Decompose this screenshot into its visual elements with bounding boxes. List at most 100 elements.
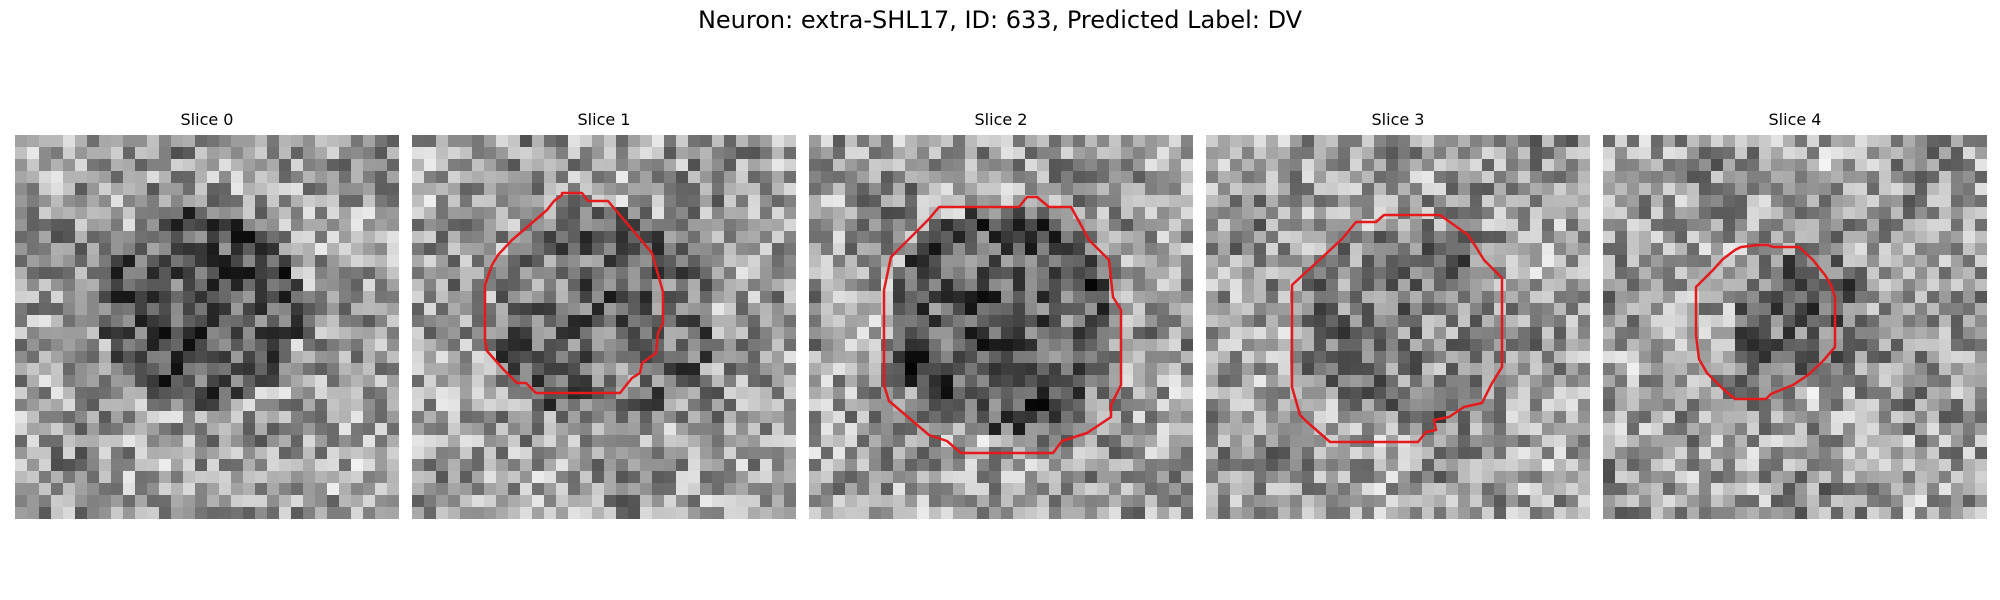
image-pixel: [387, 375, 399, 387]
image-pixel: [1566, 303, 1578, 315]
image-pixel: [496, 195, 508, 207]
image-pixel: [1422, 387, 1434, 399]
image-pixel: [1278, 471, 1290, 483]
image-pixel: [1037, 171, 1049, 183]
image-pixel: [700, 387, 712, 399]
image-pixel: [1963, 207, 1975, 219]
image-pixel: [1157, 363, 1169, 375]
image-pixel: [1627, 315, 1639, 327]
image-pixel: [893, 459, 905, 471]
image-pixel: [1482, 231, 1494, 243]
image-pixel: [1939, 447, 1951, 459]
image-pixel: [724, 351, 736, 363]
image-pixel: [1855, 375, 1867, 387]
image-pixel: [869, 243, 881, 255]
image-pixel: [1362, 183, 1374, 195]
image-pixel: [1554, 183, 1566, 195]
image-pixel: [881, 159, 893, 171]
image-pixel: [207, 387, 219, 399]
image-pixel: [1735, 171, 1747, 183]
image-pixel: [159, 435, 171, 447]
image-pixel: [339, 483, 351, 495]
image-pixel: [243, 327, 255, 339]
image-pixel: [1482, 243, 1494, 255]
image-pixel: [231, 339, 243, 351]
image-pixel: [977, 195, 989, 207]
image-pixel: [604, 327, 616, 339]
image-pixel: [1639, 423, 1651, 435]
image-pixel: [1603, 135, 1615, 147]
image-pixel: [123, 363, 135, 375]
image-pixel: [748, 195, 760, 207]
image-pixel: [1302, 207, 1314, 219]
image-pixel: [1470, 147, 1482, 159]
image-pixel: [1506, 423, 1518, 435]
image-pixel: [784, 183, 796, 195]
image-pixel: [688, 507, 700, 519]
image-pixel: [1242, 147, 1254, 159]
image-pixel: [1230, 279, 1242, 291]
image-pixel: [604, 375, 616, 387]
image-pixel: [688, 291, 700, 303]
image-pixel: [1759, 291, 1771, 303]
image-pixel: [1422, 303, 1434, 315]
image-pixel: [147, 399, 159, 411]
image-pixel: [1639, 435, 1651, 447]
image-pixel: [616, 195, 628, 207]
image-pixel: [1025, 423, 1037, 435]
image-pixel: [712, 147, 724, 159]
image-pixel: [1037, 375, 1049, 387]
image-pixel: [784, 387, 796, 399]
image-pixel: [412, 315, 424, 327]
image-pixel: [1867, 207, 1879, 219]
image-pixel: [556, 267, 568, 279]
image-pixel: [941, 267, 953, 279]
image-pixel: [652, 147, 664, 159]
image-pixel: [1458, 387, 1470, 399]
image-pixel: [159, 195, 171, 207]
image-pixel: [1013, 363, 1025, 375]
image-pixel: [183, 255, 195, 267]
image-pixel: [424, 315, 436, 327]
image-pixel: [207, 267, 219, 279]
image-pixel: [1603, 303, 1615, 315]
image-pixel: [135, 435, 147, 447]
image-pixel: [1687, 423, 1699, 435]
image-pixel: [821, 375, 833, 387]
image-pixel: [544, 411, 556, 423]
image-pixel: [941, 339, 953, 351]
image-pixel: [303, 147, 315, 159]
image-pixel: [39, 471, 51, 483]
image-pixel: [833, 315, 845, 327]
image-pixel: [1915, 327, 1927, 339]
image-pixel: [1085, 159, 1097, 171]
image-pixel: [989, 219, 1001, 231]
image-pixel: [255, 375, 267, 387]
image-pixel: [580, 495, 592, 507]
image-pixel: [207, 327, 219, 339]
image-pixel: [171, 231, 183, 243]
image-pixel: [953, 423, 965, 435]
image-pixel: [1963, 423, 1975, 435]
image-pixel: [111, 423, 123, 435]
image-pixel: [1350, 291, 1362, 303]
image-pixel: [592, 231, 604, 243]
image-pixel: [568, 231, 580, 243]
image-pixel: [1290, 183, 1302, 195]
image-pixel: [1278, 207, 1290, 219]
image-pixel: [1578, 483, 1590, 495]
image-pixel: [484, 327, 496, 339]
image-pixel: [833, 411, 845, 423]
image-pixel: [1735, 363, 1747, 375]
image-pixel: [1350, 387, 1362, 399]
image-pixel: [1939, 411, 1951, 423]
image-pixel: [592, 135, 604, 147]
image-pixel: [1398, 279, 1410, 291]
image-pixel: [1807, 435, 1819, 447]
image-pixel: [1326, 255, 1338, 267]
image-pixel: [1915, 207, 1927, 219]
image-pixel: [821, 507, 833, 519]
image-pixel: [1109, 183, 1121, 195]
image-pixel: [712, 171, 724, 183]
image-pixel: [1314, 483, 1326, 495]
